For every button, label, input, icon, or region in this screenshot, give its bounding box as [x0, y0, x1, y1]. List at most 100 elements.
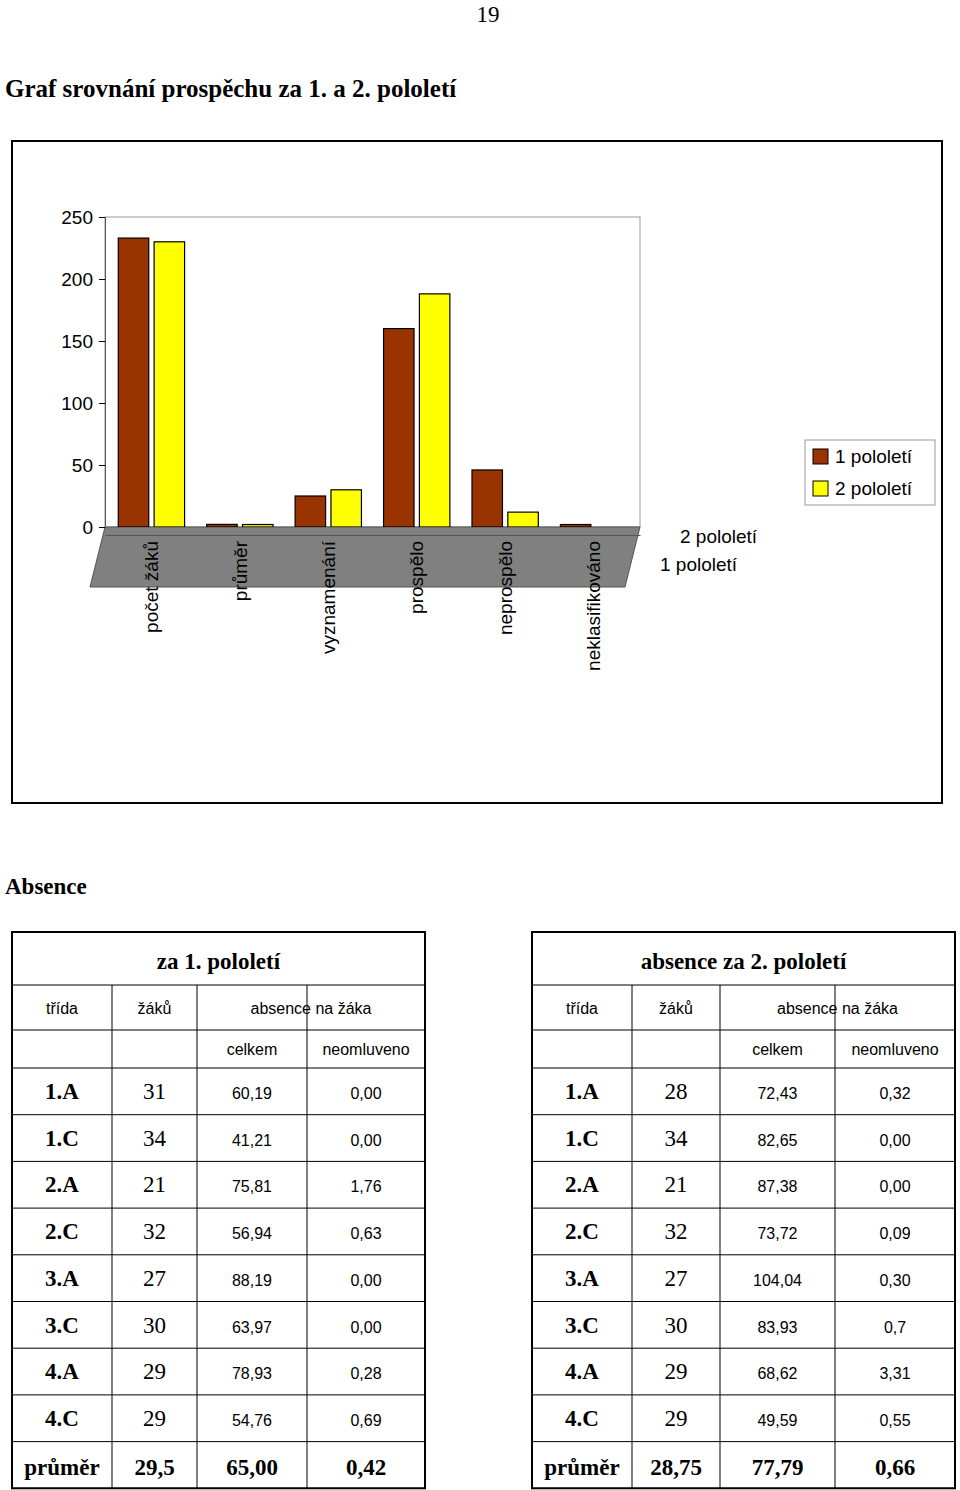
absence-table: absence za 2. pololetítřídažákůabsence n… [532, 932, 955, 1488]
table-cell: 2.C [45, 1219, 79, 1244]
table-cell: 0,28 [350, 1365, 381, 1382]
bar [596, 526, 626, 527]
table-rule [12, 1208, 425, 1209]
y-tick-mark [99, 465, 105, 466]
table-rule [532, 1068, 955, 1069]
table-title: absence za 2. pololetí [641, 949, 847, 974]
table-cell: 1.C [565, 1126, 599, 1151]
table-subheader: celkem [227, 1041, 278, 1058]
y-tick: 200 [61, 269, 105, 290]
table-cell: 4.C [565, 1406, 599, 1431]
y-tick-label: 100 [61, 393, 93, 414]
y-tick-mark [99, 217, 105, 218]
table-cell: 3.C [565, 1313, 599, 1338]
table-title: za 1. pololetí [157, 949, 281, 974]
legend-label: 1 pololetí [835, 446, 913, 467]
table-rule [12, 1394, 425, 1395]
table-cell: 2.C [565, 1219, 599, 1244]
x-tick-label: neprospělo [495, 541, 516, 635]
table-rule [532, 985, 955, 986]
y-axis-line [99, 218, 106, 528]
table-cell: 49,59 [757, 1412, 797, 1429]
y-tick-label: 200 [61, 269, 93, 290]
table-cell: 29 [143, 1359, 166, 1384]
bar [384, 329, 414, 527]
table-rule [532, 1441, 955, 1442]
table-cell: 0,32 [879, 1085, 910, 1102]
table-cell: 54,76 [232, 1412, 272, 1429]
y-tick: 100 [61, 393, 105, 414]
page-number: 19 [477, 2, 500, 27]
section-heading: Absence [5, 874, 87, 899]
table-cell: 2.A [565, 1172, 599, 1197]
bar [243, 525, 273, 527]
table-rule [12, 1161, 425, 1162]
table-cell: 31 [143, 1079, 166, 1104]
x-tick-label: průměr [230, 540, 251, 601]
x-axis: počet žákůprůměrvyznamenáníprospělonepro… [106, 535, 641, 671]
bar [472, 470, 502, 527]
y-tick-mark [99, 341, 105, 342]
table-header: žáků [659, 1000, 693, 1017]
table-rule [632, 985, 633, 1488]
table-cell: 29 [143, 1406, 166, 1431]
y-tick-mark [99, 527, 105, 528]
table-cell: 32 [143, 1219, 166, 1244]
table-cell: 63,97 [232, 1319, 272, 1336]
table-rule [532, 1301, 955, 1302]
table-rule [532, 1254, 955, 1255]
table-cell: 75,81 [232, 1178, 272, 1195]
table-cell: 29 [665, 1359, 688, 1384]
y-tick-mark [99, 279, 105, 280]
table-rule [12, 1348, 425, 1349]
table-cell: 3,31 [879, 1365, 910, 1382]
table-cell: 0,7 [884, 1319, 906, 1336]
plot-wall [105, 217, 640, 527]
table-cell: 34 [143, 1126, 167, 1151]
table-rule [12, 1254, 425, 1255]
table-cell: 0,42 [346, 1455, 386, 1480]
table-cell: 0,55 [879, 1412, 910, 1429]
x-tick: vyznamenání [318, 535, 339, 654]
table-cell: 104,04 [753, 1272, 802, 1289]
y-tick-label: 150 [61, 331, 93, 352]
table-cell: 68,62 [757, 1365, 797, 1382]
table-cell: průměr [544, 1455, 619, 1480]
table-cell: 1.A [45, 1079, 79, 1104]
table-cell: 30 [143, 1313, 166, 1338]
table-cell: 3.A [565, 1266, 599, 1291]
bars [118, 238, 591, 527]
table-rule [12, 1114, 425, 1115]
x-tick-label: vyznamenání [318, 540, 339, 654]
table-cell: 3.A [45, 1266, 79, 1291]
table-cell: 56,94 [232, 1225, 272, 1242]
table-cell: 1.A [565, 1079, 599, 1104]
x-tick-label: neklasifikováno [583, 541, 604, 671]
y-tick: 150 [61, 331, 105, 352]
table-cell: 4.A [565, 1359, 599, 1384]
table-rule [532, 1394, 955, 1395]
table-rule [532, 1348, 955, 1349]
bar [508, 512, 538, 527]
table-rule [307, 985, 308, 1488]
x-tick: neprospělo [495, 535, 516, 635]
table-cell: 21 [665, 1172, 688, 1197]
table-header: třída [566, 1000, 598, 1017]
table-cell: 0,69 [350, 1412, 381, 1429]
table-cell: 1.C [45, 1126, 79, 1151]
table-rule [12, 1068, 425, 1069]
table-cell: 21 [143, 1172, 166, 1197]
table-cell: 0,00 [350, 1319, 381, 1336]
table-cell: 30 [665, 1313, 688, 1338]
table-cell: 60,19 [232, 1085, 272, 1102]
table-cell: 0,00 [350, 1132, 381, 1149]
table-cell: 0,66 [875, 1455, 915, 1480]
table-cell: 77,79 [752, 1455, 804, 1480]
y-tick: 50 [72, 455, 105, 476]
table-cell: 0,00 [350, 1272, 381, 1289]
bar [560, 525, 590, 527]
bar [295, 496, 325, 527]
table-rule [532, 1114, 955, 1115]
table-cell: 29 [665, 1406, 688, 1431]
legend-frame [805, 440, 935, 505]
